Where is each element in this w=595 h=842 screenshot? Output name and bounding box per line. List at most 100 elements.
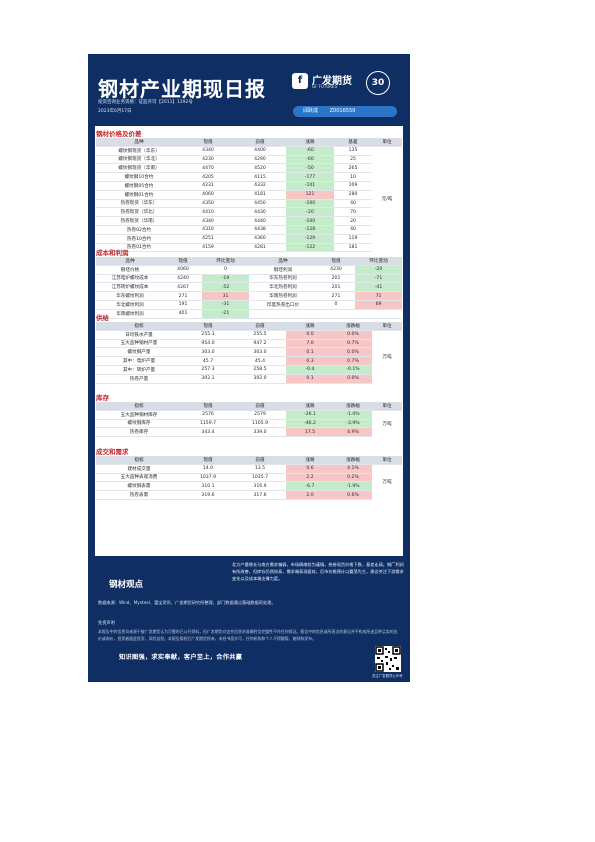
row-label: 螺纹钢表需 <box>96 481 182 492</box>
inventory-table: 指标 现值 前值 涨跌 涨跌幅 单位 五大品种钢材库存 2576 2579 -26.1 -1.0% 万… <box>96 402 402 438</box>
table-cell: 70 <box>334 207 372 218</box>
table-row: 热卷库存 343.4 339.0 17.5 4.9% <box>96 427 402 438</box>
table-cell: 4181 <box>234 190 286 200</box>
table-row: 螺纹钢库存 1159.7 1105.9 -46.2 -3.9% <box>96 419 402 429</box>
disclaimer-text: 本报告中的信息均来源于被广发期货认为可靠的已公开资料，但广发期货对这些信息的准确… <box>98 629 398 641</box>
table-row: 热卷10合约 4251 4360 -129 119 <box>96 234 402 244</box>
license-line: 投资咨询业务资格：证监许可【2011】1292号 <box>98 100 193 105</box>
table-cell: 0.0% <box>334 330 372 340</box>
row-label: 华东热卷利润 <box>249 274 317 284</box>
table-cell: 303.0 <box>182 347 234 358</box>
column-header: 品种 <box>249 257 317 266</box>
column-header: 现值 <box>182 138 234 147</box>
row-label: 螺纹钢01合约 <box>96 190 182 200</box>
table-cell: 1105.9 <box>234 419 286 429</box>
row-label: 江苏电炉螺纹成本 <box>96 274 164 284</box>
table-cell: 191 <box>164 300 202 310</box>
section-title-price: 钢材价格及价差 <box>96 130 142 138</box>
table-cell: -129 <box>286 234 334 244</box>
table-cell: 271 <box>317 291 355 301</box>
analyst-name: 邱跃成 <box>303 108 319 114</box>
table-header-row: 指标 现值 前值 涨跌 涨跌幅 单位 <box>96 402 402 411</box>
row-label: 华北螺纹利润 <box>96 300 164 310</box>
table-cell: 302.0 <box>234 374 286 384</box>
table-cell: 4470 <box>182 163 234 174</box>
unit-cell: 元/吨 <box>381 197 393 203</box>
unit-cell: 万吨 <box>382 354 392 360</box>
row-label: 建材成交量 <box>96 464 182 474</box>
table-cell: 0 <box>202 265 249 275</box>
table-row: 热卷现货（华北） 4410 4430 -20 70 <box>96 207 402 218</box>
table-cell: 271 <box>164 291 202 301</box>
table-cell: 255.3 <box>182 330 234 340</box>
column-header: 涨跌幅 <box>334 456 372 465</box>
company-slogan: 知识图强，求实奉献，客户至上，合作共赢 <box>119 654 243 661</box>
table-cell: 69 <box>355 300 402 310</box>
table-row: 螺纹钢现货（华东） 4340 4400 -60 135 元/吨 <box>96 146 402 202</box>
table-cell: 339.0 <box>234 427 286 438</box>
disclaimer-title: 免责声明 <box>98 620 115 625</box>
row-label: 热卷产量 <box>96 374 182 384</box>
table-cell: 119 <box>334 234 372 244</box>
anniversary-badge: 30 <box>366 71 390 95</box>
table-cell: 7.0 <box>286 339 334 349</box>
row-label: 螺纹钢产量 <box>96 347 182 358</box>
table-cell: 4231 <box>182 181 234 191</box>
column-header: 指标 <box>96 456 182 465</box>
row-label: 钢坯利润 <box>249 265 317 275</box>
table-cell: 4340 <box>182 216 234 226</box>
table-cell: 316.9 <box>234 481 286 492</box>
report-header: 钢材产业期现日报 投资咨询业务资格：证监许可【2011】1292号 2023年6… <box>88 54 410 126</box>
table-cell: 20 <box>334 216 372 226</box>
column-header: 环比变动 <box>202 257 249 266</box>
table-cell: -19 <box>202 274 249 284</box>
row-label: 日均铁水产量 <box>96 330 182 340</box>
row-label: 五大品种钢材库存 <box>96 410 182 420</box>
table-cell: 0.3 <box>286 356 334 366</box>
table-cell: 1159.7 <box>182 419 234 429</box>
report-date: 2023年6月17日 <box>98 109 132 114</box>
table-cell: -122 <box>286 243 334 253</box>
table-cell: 40 <box>334 225 372 235</box>
qr-code-icon[interactable] <box>375 646 401 672</box>
row-label: 螺纹钢现货（华南） <box>96 163 182 174</box>
logo-name-en: GF FUTURES <box>312 84 338 89</box>
table-cell: -21 <box>202 309 249 319</box>
table-cell <box>355 309 402 319</box>
table-header-row: 品种 现值 前值 涨跌 基差 单位 <box>96 138 402 147</box>
column-header: 前值 <box>234 402 286 411</box>
table-cell: 40 <box>334 199 372 209</box>
column-header: 现值 <box>182 402 234 411</box>
unit-cell: 万吨 <box>382 421 392 427</box>
table-cell: -100 <box>286 199 334 209</box>
table-cell: 258.5 <box>234 365 286 375</box>
logo-name-cn: 广发期货 <box>312 76 352 87</box>
table-cell: 1037.9 <box>182 473 234 483</box>
table-cell: 4430 <box>234 207 286 218</box>
table-cell: 319.6 <box>182 490 234 500</box>
column-header: 涨跌幅 <box>334 402 372 411</box>
table-cell: 0.7% <box>334 356 372 366</box>
table-row: 螺纹钢01合约 4060 4181 121 280 <box>96 190 402 200</box>
table-cell <box>317 309 355 319</box>
row-label: 印度热卷出口价 <box>249 300 317 310</box>
table-cell: 4520 <box>234 163 286 174</box>
table-cell: 302.1 <box>182 374 234 384</box>
table-cell: 121 <box>286 190 334 200</box>
table-cell: -6.7 <box>286 481 334 492</box>
column-header: 前值 <box>234 456 286 465</box>
table-cell: 4.9% <box>334 427 372 438</box>
table-cell: -60 <box>286 155 334 165</box>
column-header: 指标 <box>96 322 182 331</box>
price-table: 品种 现值 前值 涨跌 基差 单位 螺纹钢现货（华东） 4340 4400 -60 135 元/吨 螺纹… <box>96 138 402 253</box>
table-row: 其中：转炉产量 257.3 258.5 -0.4 -0.1% <box>96 365 402 375</box>
logo-mark-icon: f <box>292 73 308 89</box>
viewpoint-title: 钢材观点 <box>109 580 144 590</box>
row-label: 热卷10合约 <box>96 234 182 244</box>
table-cell: -177 <box>286 172 334 182</box>
column-header: 品种 <box>96 257 164 266</box>
table-cell: 4205 <box>182 172 234 182</box>
table-cell: 17.5 <box>286 427 334 438</box>
table-cell: 2.0 <box>286 490 334 500</box>
column-header: 单位 <box>372 322 402 331</box>
